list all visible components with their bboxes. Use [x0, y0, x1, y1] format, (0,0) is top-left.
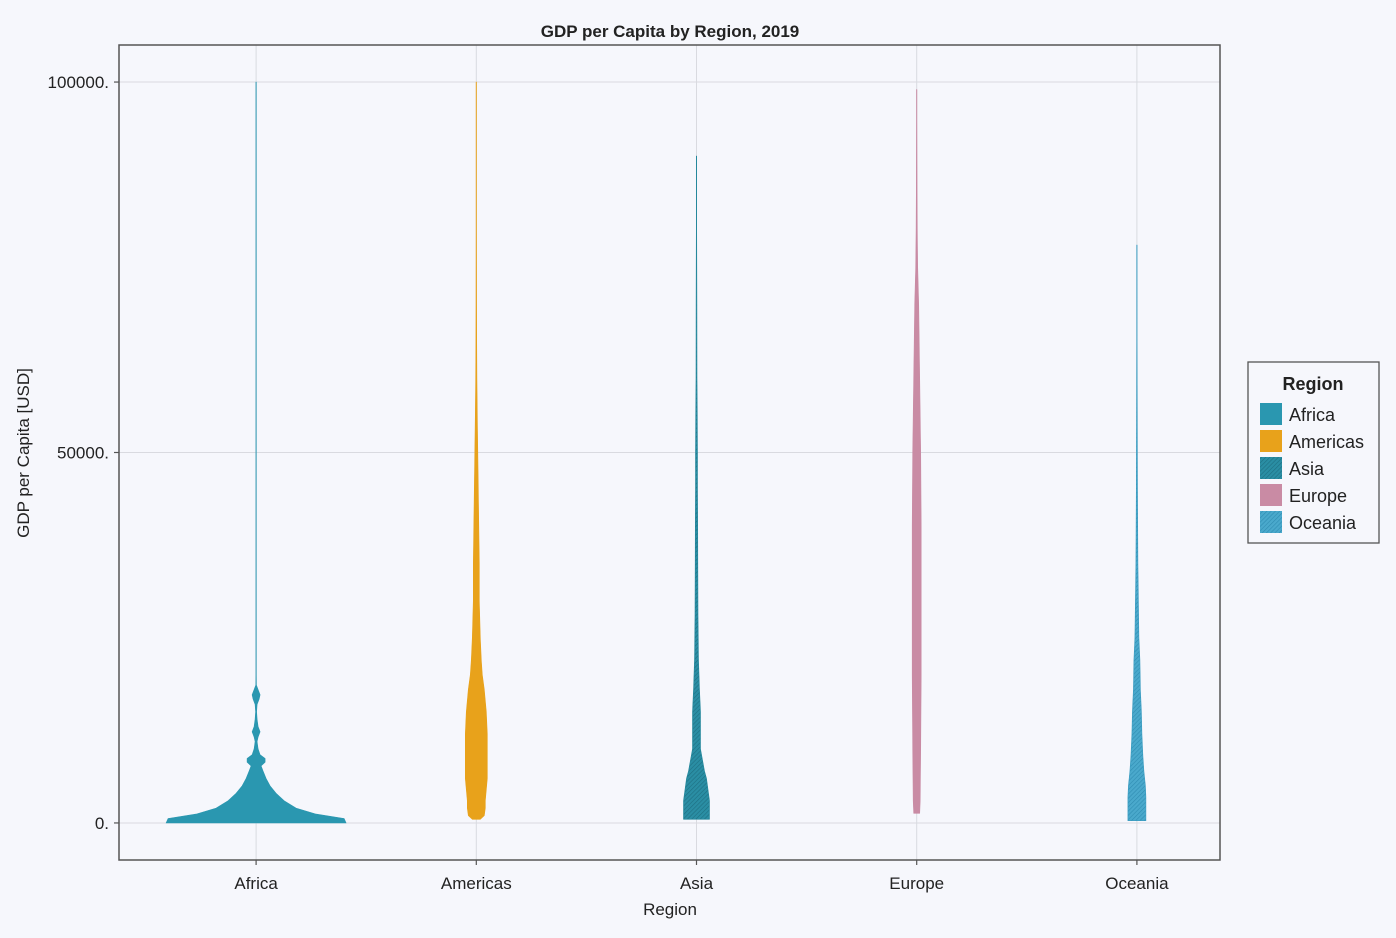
violin-africa — [165, 81, 347, 824]
x-tick-label-africa: Africa — [234, 874, 278, 893]
grid-layer — [119, 45, 1220, 860]
x-tick-label-europe: Europe — [889, 874, 944, 893]
legend-label-americas: Americas — [1289, 432, 1364, 452]
chart-title: GDP per Capita by Region, 2019 — [541, 22, 800, 41]
x-axis-label: Region — [643, 900, 697, 919]
y-tick-label: 50000. — [57, 444, 109, 463]
y-axis-label: GDP per Capita [USD] — [14, 368, 33, 538]
y-tick-label: 100000. — [48, 73, 109, 92]
legend-label-oceania: Oceania — [1289, 513, 1357, 533]
legend-swatch-europe — [1260, 484, 1282, 506]
violin-europe — [911, 89, 922, 814]
legend-label-africa: Africa — [1289, 405, 1336, 425]
x-tick-label-oceania: Oceania — [1105, 874, 1169, 893]
legend-title: Region — [1283, 374, 1344, 394]
x-tick-label-asia: Asia — [680, 874, 714, 893]
legend-label-europe: Europe — [1289, 486, 1347, 506]
x-tick-label-americas: Americas — [441, 874, 512, 893]
legend-swatch-asia — [1260, 457, 1282, 479]
x-tick-layer: Africa Americas Asia Europe Oceania — [234, 860, 1169, 893]
legend-swatch-africa — [1260, 403, 1282, 425]
legend-label-asia: Asia — [1289, 459, 1325, 479]
y-tick-layer: 0. 50000. 100000. — [48, 73, 119, 833]
y-tick-label: 0. — [95, 814, 109, 833]
violin-asia — [683, 155, 710, 820]
violin-oceania — [1127, 244, 1147, 821]
legend-swatch-americas — [1260, 430, 1282, 452]
legend-swatch-oceania — [1260, 511, 1282, 533]
violin-americas — [465, 81, 488, 820]
violin-layer — [165, 81, 1147, 824]
legend-items: Africa Americas Asia Europe Oceania — [1260, 403, 1364, 533]
legend: Region Africa Americas Asia Europe Oceania — [1247, 361, 1380, 544]
